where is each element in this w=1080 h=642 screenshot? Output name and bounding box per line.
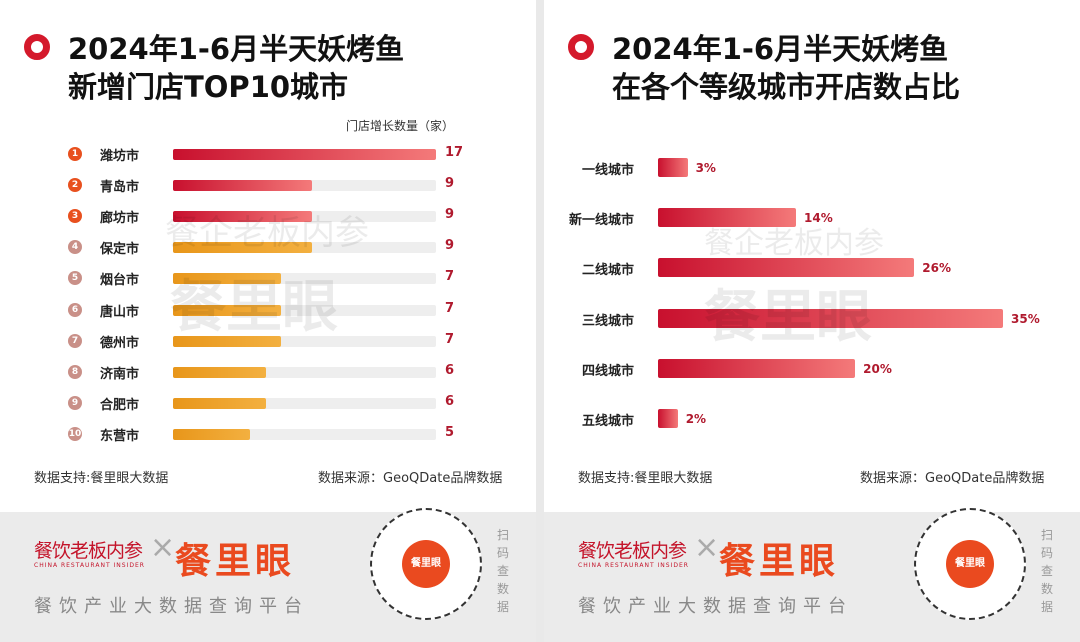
logo-sub: CHINA RESTAURANT INSIDER	[578, 562, 689, 569]
cross: ×	[694, 530, 720, 565]
bar	[173, 366, 266, 378]
bar	[173, 149, 436, 160]
bar	[658, 158, 688, 177]
title-ring-icon	[24, 34, 50, 60]
category-label: 一线城市	[581, 163, 634, 178]
bar	[173, 428, 251, 440]
bar-track	[173, 366, 436, 378]
value-label: 7	[445, 331, 455, 347]
bar	[658, 409, 678, 428]
cross: ×	[150, 530, 176, 565]
value-label: 6	[445, 393, 455, 409]
footer: 餐饮老板内参 CHINA RESTAURANT INSIDER × 餐里眼 餐饮…	[544, 508, 1080, 642]
bar	[173, 211, 313, 223]
scan-label: 扫码查数据	[497, 528, 510, 614]
value-label: 5	[445, 424, 455, 440]
category-label: 保定市	[100, 242, 140, 258]
category-label: 廊坊市	[100, 211, 140, 227]
value-label: 3%	[695, 161, 716, 175]
category-label: 青岛市	[100, 180, 140, 196]
rank-badge: 5	[68, 271, 82, 286]
tagline: 餐饮产业大数据查询平台	[578, 596, 853, 617]
bar	[173, 304, 282, 316]
bar	[658, 258, 915, 278]
rank-badge: 3	[68, 209, 82, 224]
value-label: 14%	[804, 211, 833, 226]
qr-code[interactable]: 餐里眼	[914, 508, 1026, 620]
tagline: 餐饮产业大数据查询平台	[34, 596, 309, 617]
bar	[173, 397, 266, 409]
category-label: 潍坊市	[100, 149, 140, 164]
category-label: 二线城市	[581, 263, 634, 279]
unit-label: 门店增长数量（家）	[345, 119, 454, 133]
category-label: 四线城市	[581, 363, 634, 379]
rank-badge: 6	[68, 302, 82, 317]
rank-badge: 2	[68, 178, 82, 193]
logo-canliyan: 餐里眼	[175, 541, 296, 582]
value-label: 20%	[863, 361, 892, 376]
logo-sub: CHINA RESTAURANT INSIDER	[34, 562, 145, 569]
rank-badge: 4	[68, 240, 82, 255]
bar-track	[173, 428, 436, 440]
value-label: 9	[445, 207, 455, 223]
chart-title: 2024年1-6月半天妖烤鱼 在各个等级城市开店数占比	[612, 32, 961, 104]
source-left: 数据支持:餐里眼大数据	[578, 471, 713, 486]
footer: 餐饮老板内参 CHINA RESTAURANT INSIDER × 餐里眼 餐饮…	[0, 508, 536, 642]
logo-restaurant-insider: 餐饮老板内参	[34, 540, 143, 562]
source-left: 数据支持:餐里眼大数据	[34, 471, 169, 486]
qr-code[interactable]: 餐里眼	[370, 508, 482, 620]
rank-badge: 9	[68, 395, 82, 410]
category-label: 三线城市	[581, 313, 634, 329]
value-label: 7	[445, 300, 455, 316]
rank-badge: 8	[68, 364, 82, 379]
chart-title: 2024年1-6月半天妖烤鱼 新增门店TOP10城市	[68, 32, 405, 104]
source-right: 数据来源：GeoQDate品牌数据	[318, 471, 503, 486]
category-label: 五线城市	[581, 414, 634, 429]
logo-restaurant-insider: 餐饮老板内参	[578, 540, 687, 562]
bar	[173, 180, 313, 192]
rank-badge: 10	[68, 426, 82, 441]
scan-label: 扫码查数据	[1041, 528, 1054, 614]
rank-badge: 1	[68, 147, 82, 161]
bar-track	[173, 335, 436, 347]
category-label: 新一线城市	[568, 213, 634, 229]
value-label: 7	[445, 269, 455, 285]
rank-badge: 7	[68, 333, 82, 348]
title-ring-icon	[568, 34, 594, 60]
category-label: 德州市	[100, 335, 140, 351]
bar	[173, 273, 282, 285]
category-label: 合肥市	[100, 397, 140, 413]
bar	[658, 308, 1003, 328]
source-right: 数据来源：GeoQDate品牌数据	[860, 471, 1045, 486]
category-label: 东营市	[100, 428, 140, 444]
value-label: 9	[445, 238, 455, 254]
bar	[173, 335, 282, 347]
bar-track	[173, 273, 436, 285]
bar	[658, 208, 796, 228]
value-label: 9	[445, 176, 455, 192]
category-label: 唐山市	[100, 304, 140, 320]
left-panel: 2024年1-6月半天妖烤鱼 新增门店TOP10城市 门店增长数量（家） 1 潍坊市…	[0, 0, 536, 642]
right-panel: 2024年1-6月半天妖烤鱼 在各个等级城市开店数占比 一线城市 3% 新一线城市 14…	[544, 0, 1080, 642]
bar-track	[173, 304, 436, 316]
category-label: 烟台市	[100, 273, 140, 289]
bar	[658, 358, 856, 378]
bar-track	[173, 397, 436, 409]
logo-canliyan: 餐里眼	[719, 541, 840, 582]
value-label: 6	[445, 362, 455, 378]
bar	[173, 242, 313, 254]
value-label: 17	[445, 145, 464, 160]
value-label: 35%	[1011, 311, 1040, 326]
category-label: 济南市	[100, 366, 140, 382]
value-label: 2%	[685, 412, 707, 426]
value-label: 26%	[922, 261, 952, 276]
